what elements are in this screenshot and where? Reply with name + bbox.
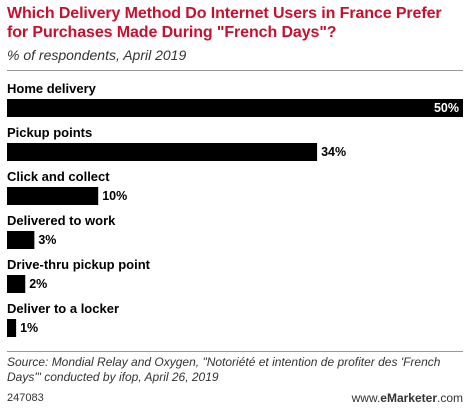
chart-title: Which Delivery Method Do Internet Users … — [7, 5, 442, 41]
bar — [7, 231, 35, 249]
brand-suffix: .com — [436, 391, 463, 405]
top-divider — [7, 70, 463, 71]
bar-value-label: 50% — [434, 101, 459, 115]
bar — [7, 99, 463, 117]
bar — [7, 143, 318, 161]
category-label: Delivered to work — [7, 213, 116, 228]
bar-value-label: 34% — [321, 145, 346, 159]
source-note: Source: Mondial Relay and Oxygen, "Notor… — [7, 355, 441, 384]
bottom-divider — [7, 351, 463, 352]
category-label: Deliver to a locker — [7, 301, 119, 316]
chart-id: 247083 — [7, 392, 44, 404]
chart-subtitle: % of respondents, April 2019 — [7, 47, 187, 63]
brand-prefix: www. — [351, 391, 381, 405]
brand-name: eMarketer — [380, 391, 437, 405]
bar — [7, 319, 17, 337]
category-label: Drive-thru pickup point — [7, 257, 151, 272]
category-label: Pickup points — [7, 125, 92, 140]
category-label: Home delivery — [7, 81, 97, 96]
brand-footer[interactable]: www.eMarketer.com — [352, 391, 463, 405]
bar-value-label: 10% — [102, 189, 127, 203]
bar-value-label: 1% — [20, 321, 38, 335]
bar — [7, 187, 99, 205]
category-label: Click and collect — [7, 169, 110, 184]
bar-chart: Home delivery 50% Pickup points 34% Click an… — [7, 81, 463, 337]
bar — [7, 275, 26, 293]
bar-value-label: 2% — [29, 277, 47, 291]
bar-value-label: 3% — [38, 233, 56, 247]
